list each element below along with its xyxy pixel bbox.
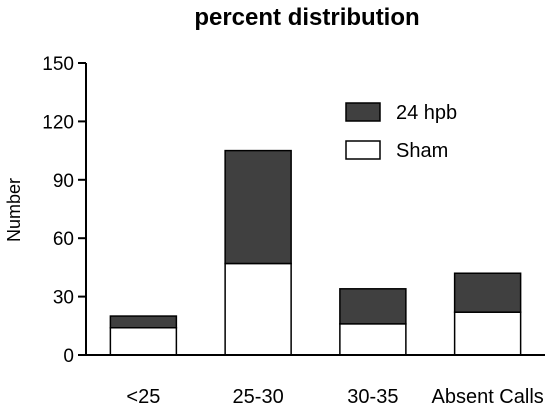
legend-label: 24 hpb — [396, 102, 457, 124]
bar-24-hpb — [224, 149, 292, 265]
x-tick-label: 25-30 — [233, 386, 284, 408]
x-tick-label: <25 — [126, 386, 160, 408]
y-tick-label: 90 — [53, 171, 74, 192]
y-tick-label: 0 — [63, 346, 74, 367]
bar-sham — [224, 262, 292, 356]
legend-label: Sham — [396, 140, 448, 162]
bar-24-hpb — [339, 288, 407, 325]
legend: 24 hpb Sham — [345, 102, 457, 162]
legend-swatch — [345, 102, 381, 122]
x-tick-label: 30-35 — [347, 386, 398, 408]
axes-group: 0 30 60 90 120 150 <25 25-30 30-35 Absent Calls — [42, 54, 545, 408]
y-tick-label: 60 — [53, 229, 74, 250]
x-tick-label: Absent Calls — [431, 386, 543, 408]
bars-group — [109, 149, 522, 356]
y-axis-label: Number — [4, 178, 24, 242]
chart-title: percent distribution — [194, 4, 419, 31]
y-tick-label: 30 — [53, 288, 74, 309]
y-tick-label: 150 — [42, 54, 74, 75]
bar-sham — [453, 311, 522, 356]
bar-24-hpb — [109, 315, 178, 329]
bar-24-hpb — [453, 272, 522, 313]
legend-swatch — [345, 140, 381, 160]
bar-sham — [109, 326, 178, 356]
bar-sham — [339, 323, 407, 356]
y-tick-label: 120 — [42, 112, 74, 133]
